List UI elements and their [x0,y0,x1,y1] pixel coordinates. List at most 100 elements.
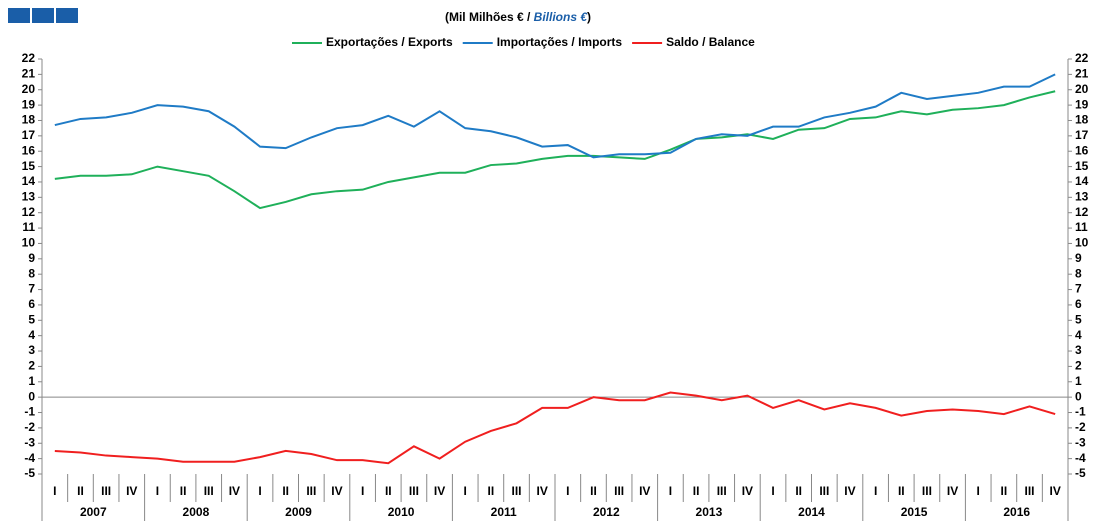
series-line [54,391,1056,465]
x-tick-label: II [693,484,700,498]
x-tick-label: IV [229,484,240,498]
title-en: Billions € [534,10,589,24]
year-label: 2014 [798,505,825,519]
x-tick-label: III [512,484,522,498]
y2-tick-label: 19 [1075,97,1089,111]
x-tick-label: III [306,484,316,498]
x-tick-label: III [204,484,214,498]
x-tick-label: II [77,484,84,498]
x-tick-label: III [1025,484,1035,498]
y2-tick-label: 6 [1075,297,1082,311]
year-label: 2009 [285,505,312,519]
y-tick-label: 16 [22,143,36,157]
y-tick-label: 19 [22,97,36,111]
series-line [54,73,1056,159]
y-tick-label: -2 [24,420,35,434]
y-tick-label: 10 [22,236,36,250]
y-tick-label: 12 [22,205,36,219]
y-tick-label: 14 [22,174,36,188]
x-tick-label: II [488,484,495,498]
x-tick-label: IV [947,484,958,498]
x-tick-label: I [977,484,980,498]
year-label: 2007 [80,505,107,519]
x-tick-label: II [795,484,802,498]
y-tick-label: 2 [28,359,35,373]
y2-tick-label: 13 [1075,190,1089,204]
y2-tick-label: 21 [1075,67,1089,81]
y2-tick-label: 15 [1075,159,1089,173]
y-tick-label: -1 [24,405,35,419]
x-tick-label: III [409,484,419,498]
x-tick-label: I [669,484,672,498]
year-label: 2008 [183,505,210,519]
y2-tick-label: 20 [1075,82,1089,96]
y-tick-label: 22 [22,51,36,65]
title-pt: (Mil Milhões € / [445,10,534,24]
y2-tick-label: 7 [1075,282,1082,296]
y2-tick-label: 3 [1075,343,1082,357]
legend-label: Importações / Imports [497,35,623,49]
y-tick-label: -4 [24,451,35,465]
y2-tick-label: 4 [1075,328,1082,342]
x-tick-label: IV [1050,484,1061,498]
x-tick-label: II [590,484,597,498]
y-tick-label: 6 [28,297,35,311]
x-tick-label: IV [742,484,753,498]
y-tick-label: -5 [24,466,35,480]
x-tick-label: I [566,484,569,498]
logo-block [8,8,30,23]
chart-title: (Mil Milhões € / Billions €) [445,10,591,24]
y2-tick-label: 16 [1075,143,1089,157]
y2-tick-label: 10 [1075,236,1089,250]
y-tick-label: 11 [22,220,35,234]
x-tick-label: I [258,484,261,498]
y-tick-label: 1 [28,374,35,388]
legend-label: Exportações / Exports [326,35,453,49]
x-tick-label: I [53,484,56,498]
y-tick-label: 18 [22,113,36,127]
y-tick-label: 21 [22,67,36,81]
y-tick-label: 9 [28,251,35,265]
x-tick-label: II [180,484,187,498]
x-tick-label: II [898,484,905,498]
x-tick-label: IV [331,484,342,498]
year-label: 2010 [388,505,415,519]
x-tick-label: III [614,484,624,498]
y2-tick-label: 18 [1075,113,1089,127]
y2-tick-label: 0 [1075,389,1082,403]
y-tick-label: 15 [22,159,36,173]
x-tick-label: IV [639,484,650,498]
year-label: 2011 [491,505,517,519]
title-end: ) [587,10,591,24]
y2-tick-label: -2 [1075,420,1086,434]
x-tick-label: I [874,484,877,498]
y2-tick-label: 14 [1075,174,1089,188]
x-tick-label: I [771,484,774,498]
y-tick-label: 3 [28,343,35,357]
x-tick-label: III [922,484,932,498]
y-tick-label: 8 [28,266,35,280]
y2-tick-label: 22 [1075,51,1089,65]
x-tick-label: IV [434,484,445,498]
legend-label: Saldo / Balance [666,35,755,49]
y-tick-label: -3 [24,435,35,449]
y-tick-label: 0 [28,389,35,403]
y2-tick-label: -3 [1075,435,1086,449]
y2-tick-label: 1 [1075,374,1082,388]
y2-tick-label: -4 [1075,451,1086,465]
x-tick-label: II [282,484,289,498]
y-tick-label: 7 [28,282,35,296]
x-tick-label: I [156,484,159,498]
year-label: 2015 [901,505,928,519]
y2-tick-label: 8 [1075,266,1082,280]
x-tick-label: II [385,484,392,498]
x-tick-label: III [717,484,727,498]
x-tick-label: IV [126,484,137,498]
y-tick-label: 20 [22,82,36,96]
logo-block [32,8,54,23]
x-tick-label: III [819,484,829,498]
year-label: 2012 [593,505,620,519]
y2-tick-label: 2 [1075,359,1082,373]
logo-block [56,8,78,23]
